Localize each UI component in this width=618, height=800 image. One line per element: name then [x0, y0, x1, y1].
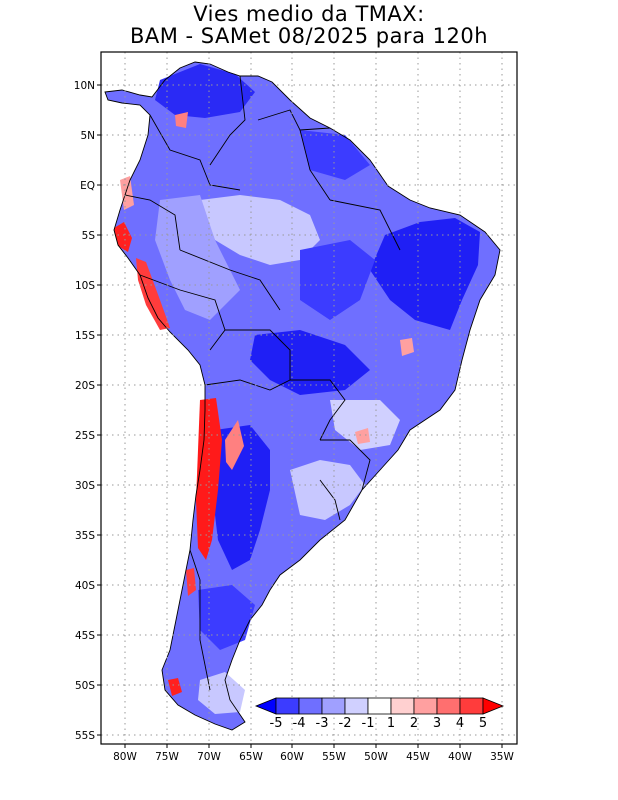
lat-tick-label: 50S: [75, 680, 95, 692]
longitude-axis: 80W 75W 70W 65W 60W 55W 50W 45W 40W 35W: [113, 744, 514, 763]
colorbar-arrow-left: [254, 697, 277, 715]
colorbar-label: 4: [456, 716, 464, 731]
colorbar-swatch: [275, 697, 300, 715]
lon-tick-label: 45W: [406, 751, 430, 763]
deep-blue-region-north: [155, 64, 255, 118]
light-blue-region-central: [200, 195, 320, 265]
lat-tick-label: 10S: [75, 280, 95, 292]
map-title-line2: BAM - SAMet 08/2025 para 120h: [129, 24, 489, 48]
light-blue-region-southeast: [330, 400, 400, 450]
red-region-venezuela: [175, 112, 188, 128]
lat-tick-label: 40S: [75, 580, 95, 592]
country-borders: [104, 61, 501, 731]
red-region-chile-pink: [225, 420, 244, 470]
colorbar: -5 -4 -3 -2 -1 1 2 3 4 5: [254, 697, 505, 731]
colorbar-label: 3: [433, 716, 441, 731]
lon-tick-label: 55W: [322, 751, 346, 763]
colorbar-swatch: [344, 697, 369, 715]
deep-blue-region-south-patagonia: [198, 585, 255, 650]
lat-tick-label: 55S: [75, 730, 95, 742]
colorbar-label: -1: [362, 716, 375, 731]
deep-blue-region-amazon: [300, 240, 375, 320]
lat-tick-label: 35S: [75, 530, 95, 542]
colorbar-label: -4: [293, 716, 306, 731]
colorbar-label: -2: [339, 716, 352, 731]
lat-tick-label: 5S: [82, 230, 96, 242]
colorbar-swatch: [390, 697, 415, 715]
map-title-line1: Vies medio da TMAX:: [193, 2, 425, 26]
colorbar-swatch: [298, 697, 323, 715]
colorbar-label: 1: [387, 716, 395, 731]
latitude-axis: 10N 5N EQ 5S 10S 15S 20S 25S 30S 35S 40S…: [74, 80, 101, 742]
red-region-far-south: [168, 678, 182, 696]
south-america-landmass: [105, 62, 500, 730]
colorbar-arrow-right: [482, 697, 505, 715]
colorbar-label: 5: [479, 716, 487, 731]
plot-frame: [100, 51, 518, 745]
lon-tick-label: 35W: [490, 751, 514, 763]
colorbar-swatch: [367, 697, 392, 715]
lat-tick-label: 5N: [80, 130, 95, 142]
colorbar-swatch: [413, 697, 438, 715]
lat-tick-label: 25S: [75, 430, 95, 442]
continent-layer: [104, 61, 501, 731]
lat-tick-label: EQ: [80, 180, 95, 192]
lat-tick-label: 20S: [75, 380, 95, 392]
lat-tick-label: 15S: [75, 330, 95, 342]
lon-tick-label: 50W: [364, 751, 388, 763]
lat-tick-label: 10N: [74, 80, 95, 92]
red-region-andes-north: [136, 258, 170, 330]
colorbar-swatch: [321, 697, 346, 715]
lat-tick-label: 30S: [75, 480, 95, 492]
lon-tick-label: 40W: [448, 751, 472, 763]
lat-tick-label: 45S: [75, 630, 95, 642]
deep-blue-region-central: [250, 330, 370, 395]
red-region-andes-central: [196, 398, 222, 560]
lon-tick-label: 70W: [197, 751, 221, 763]
colorbar-swatch: [459, 697, 484, 715]
colorbar-label: -5: [270, 716, 283, 731]
lon-tick-label: 75W: [155, 751, 179, 763]
red-region-southeast: [400, 338, 414, 356]
colorbar-label: -3: [316, 716, 329, 731]
grid-lines: [101, 52, 517, 744]
lon-tick-label: 80W: [113, 751, 137, 763]
light-blue-region-patagonia: [198, 672, 245, 714]
lon-tick-label: 60W: [280, 751, 304, 763]
lon-tick-label: 65W: [239, 751, 263, 763]
colorbar-label: 2: [410, 716, 418, 731]
red-region-sao-paulo: [355, 428, 370, 444]
colorbar-swatch: [436, 697, 461, 715]
red-region-south-chile: [186, 568, 196, 596]
deep-blue-region-guianas: [300, 130, 370, 180]
red-region-peru-coast: [114, 222, 132, 252]
